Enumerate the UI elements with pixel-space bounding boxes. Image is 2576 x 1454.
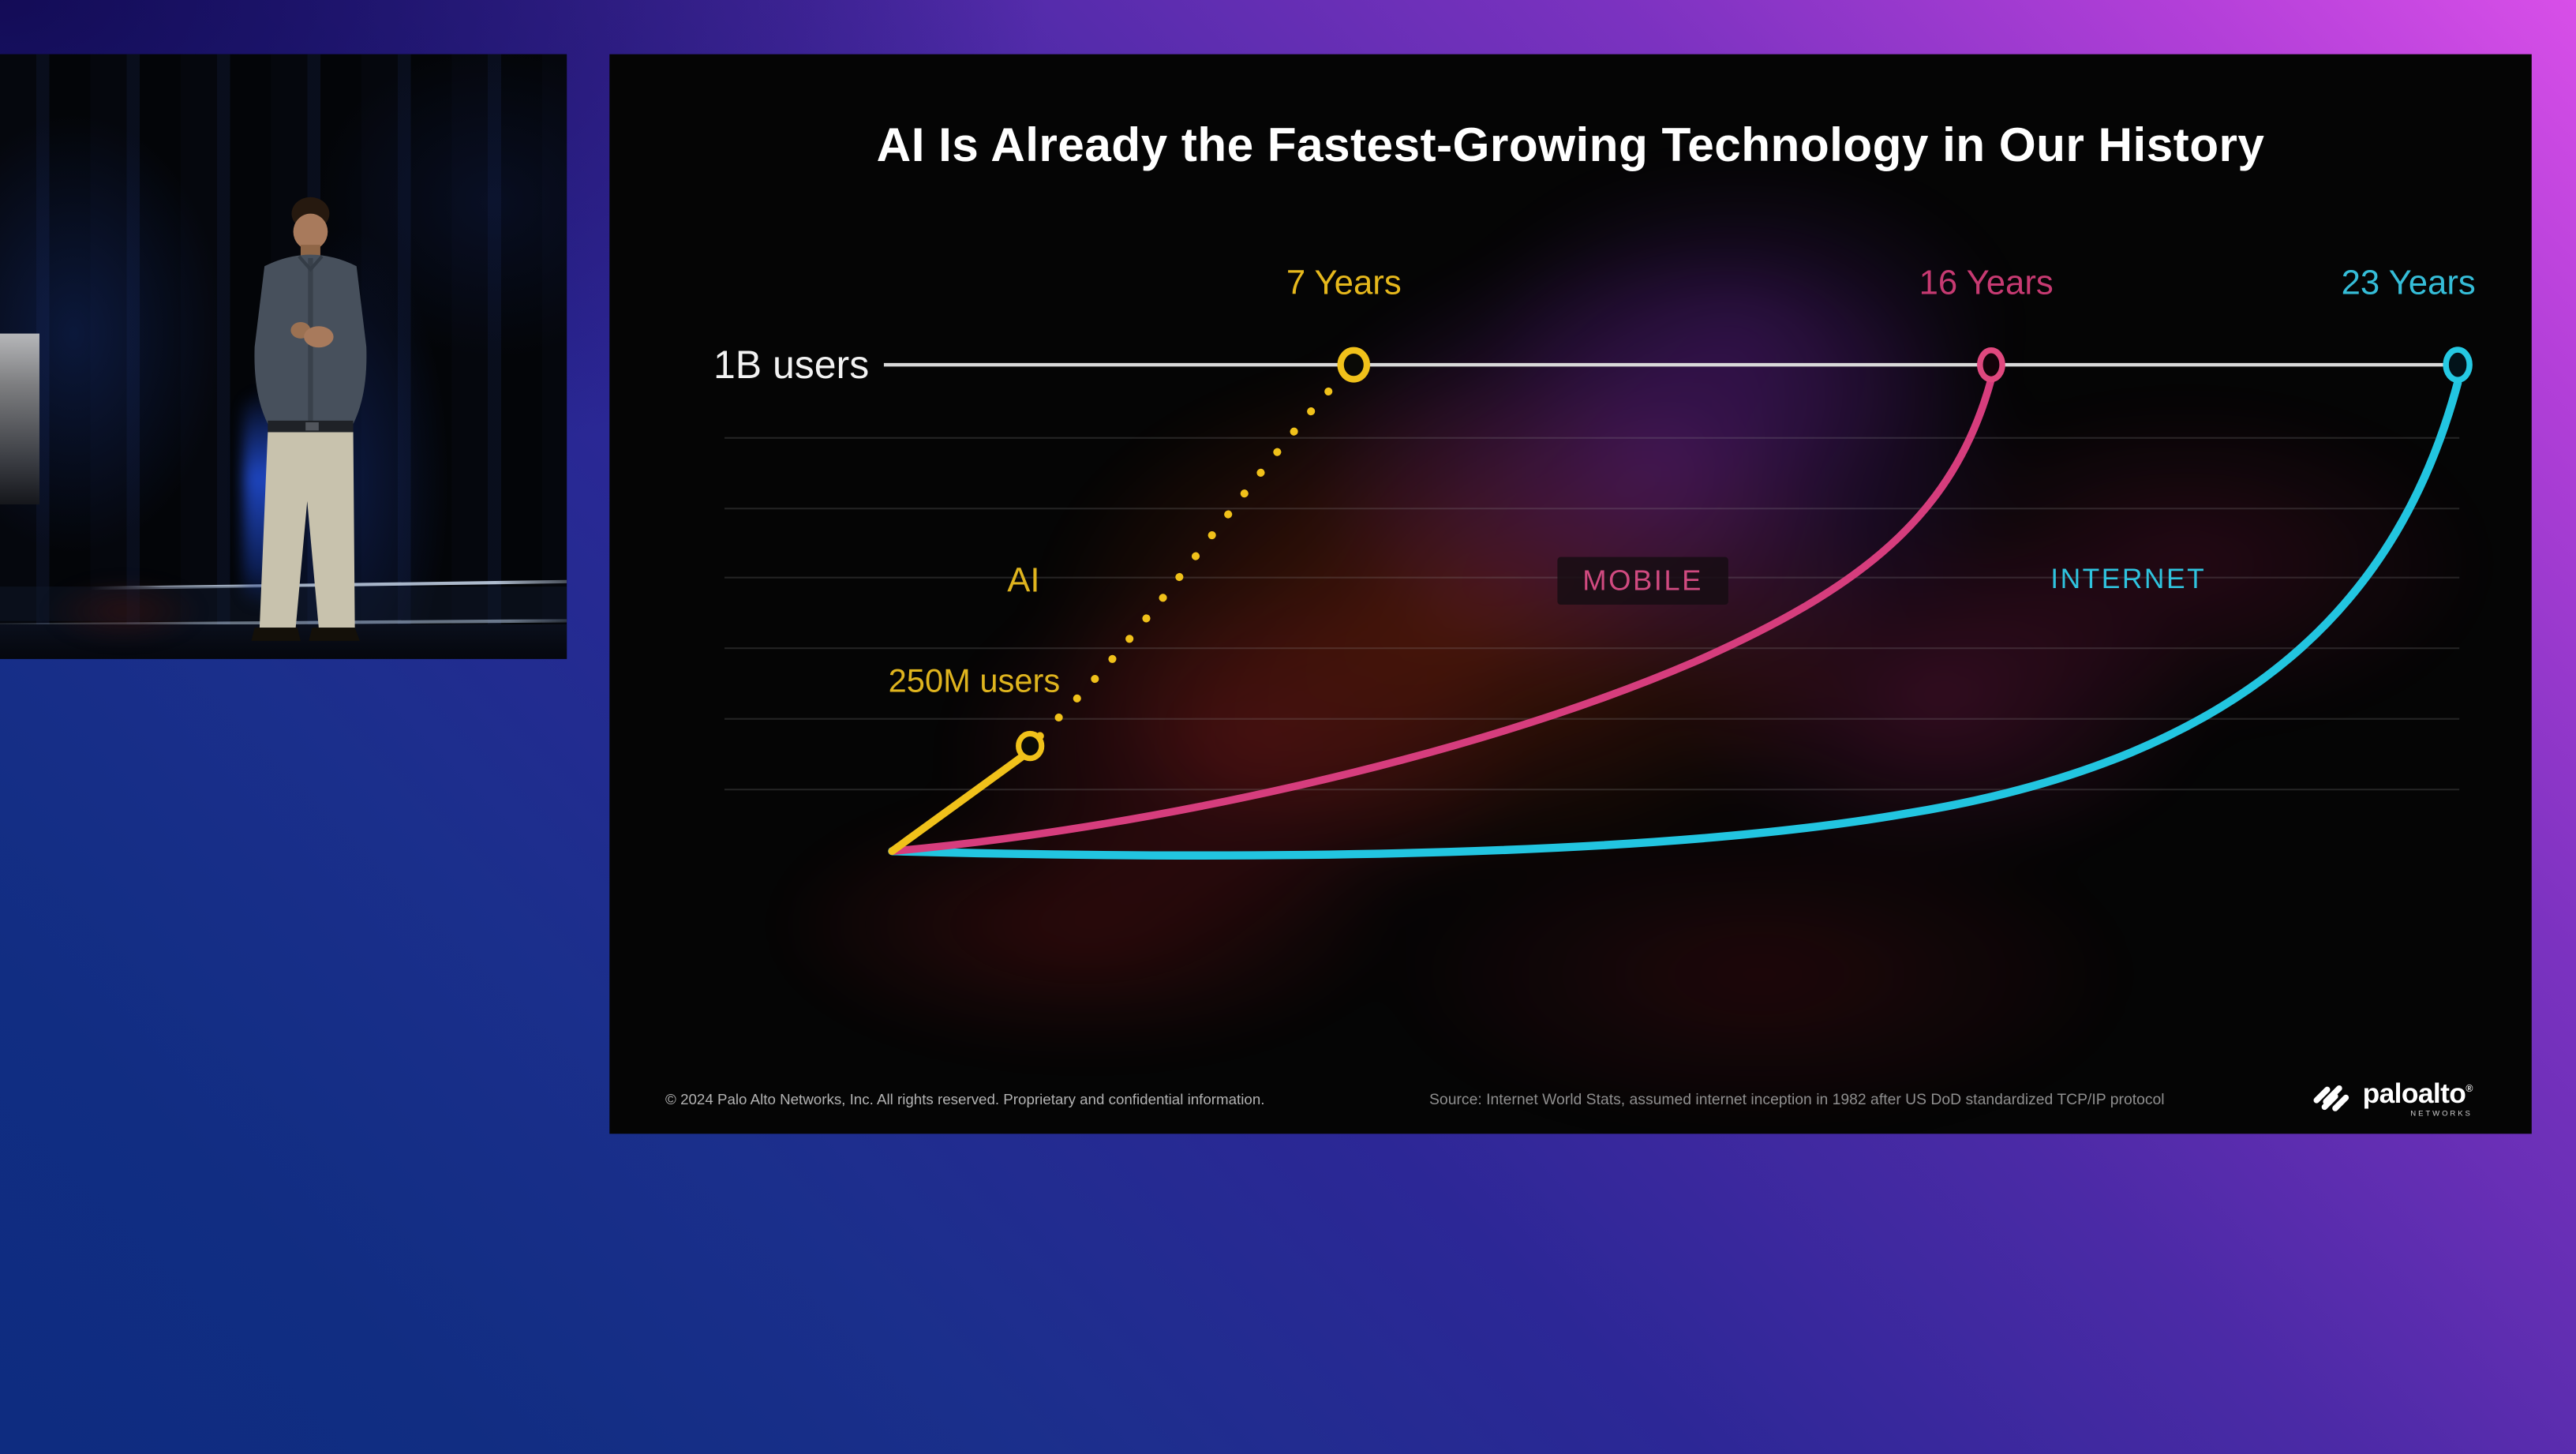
registered-mark: ®: [2466, 1084, 2473, 1095]
source-text: Source: Internet World Stats, assumed in…: [1429, 1091, 2165, 1108]
mobile-series-label: MOBILE: [1557, 556, 1728, 605]
slide: AI Is Already the Fastest-Growing Techno…: [609, 54, 2532, 1134]
ai-years-label: 7 Years: [1286, 264, 1402, 303]
mobile-years-label: 16 Years: [1919, 264, 2054, 303]
slide-title: AI Is Already the Fastest-Growing Techno…: [876, 119, 2265, 173]
paloalto-logo-networks: networks: [2410, 1108, 2473, 1117]
stage-shadow: [46, 576, 203, 646]
internet-years-label: 23 Years: [2341, 264, 2476, 303]
projection-screen-edge: [0, 333, 39, 505]
internet-1b-marker: [2443, 347, 2473, 384]
presenter-video: [0, 54, 567, 659]
presenter-figure: [251, 197, 367, 641]
copyright-text: © 2024 Palo Alto Networks, Inc. All righ…: [665, 1091, 1265, 1108]
growth-chart: [883, 347, 2473, 860]
ai-curve-solid: [888, 747, 1034, 856]
paloalto-logo-icon: [2313, 1085, 2349, 1111]
internet-curve: [888, 378, 2462, 860]
paloalto-logo: paloalto® networks: [2310, 1078, 2473, 1118]
paloalto-logo-text: paloalto®: [2362, 1077, 2473, 1109]
ai-milestone-label: 250M users: [888, 663, 1061, 700]
stage-curtain: [0, 54, 567, 659]
ai-250m-marker: [1016, 730, 1045, 762]
internet-series-label: INTERNET: [2050, 564, 2207, 595]
ai-1b-marker: [1337, 347, 1371, 383]
slide-footer: © 2024 Palo Alto Networks, Inc. All righ…: [609, 1062, 2532, 1134]
mobile-curve: [888, 376, 1995, 856]
ai-series-label: AI: [1007, 561, 1040, 600]
reference-line-label: 1B users: [713, 343, 870, 388]
mobile-1b-marker: [1977, 347, 2005, 383]
